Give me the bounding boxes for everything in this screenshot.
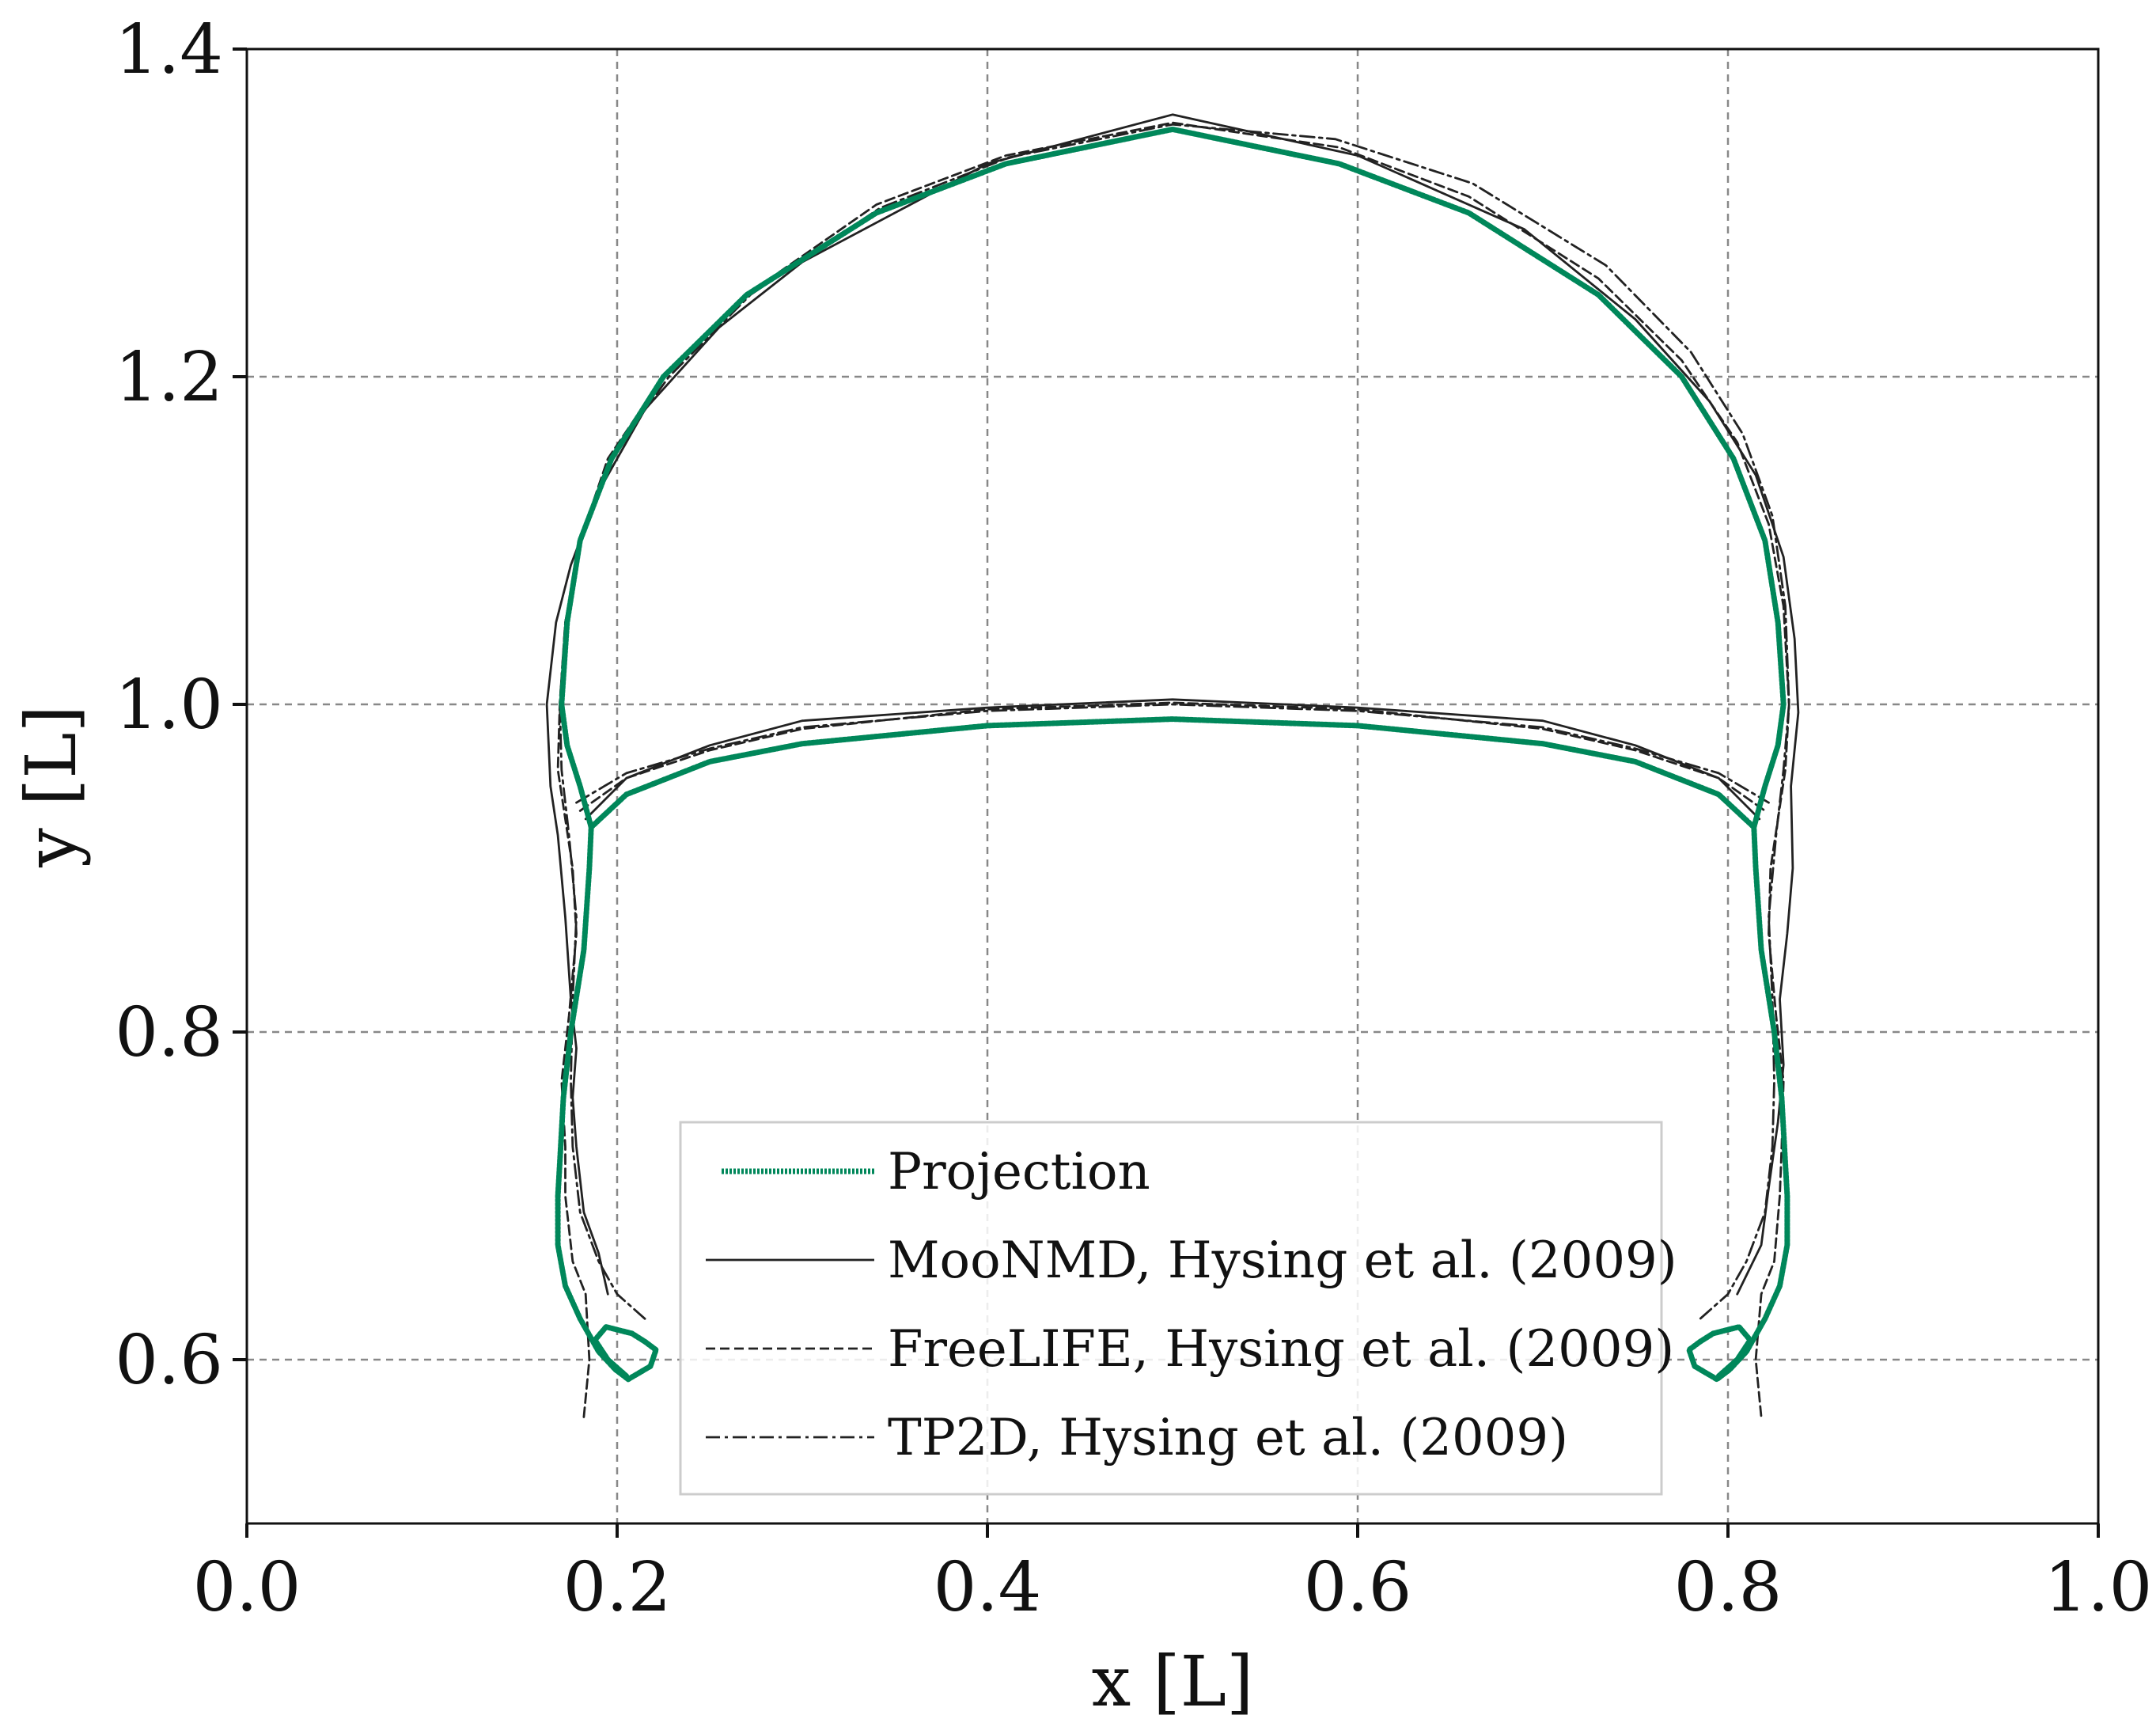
y-tick-label: 0.8	[115, 993, 223, 1072]
x-tick-label: 0.6	[1304, 1548, 1412, 1627]
x-axis-label: x [L]	[1092, 1641, 1254, 1722]
series-inner-projection	[588, 716, 1757, 830]
legend: Projection MooNMD, Hysing et al. (2009) Fr…	[679, 1121, 1677, 1496]
legend-label: Projection	[888, 1143, 1150, 1201]
series-outline-freelife	[556, 121, 1790, 1418]
y-axis-label: y [L]	[10, 705, 92, 868]
y-tick-label: 0.6	[115, 1321, 223, 1400]
legend-label: FreeLIFE, Hysing et al. (2009)	[888, 1320, 1674, 1379]
x-tick-label: 0.0	[193, 1548, 301, 1627]
series-inner-tp2d	[575, 703, 1770, 804]
x-tick-label: 1.0	[2044, 1548, 2153, 1627]
y-tick-label: 1.0	[115, 666, 223, 745]
x-tick-label: 0.4	[934, 1548, 1042, 1627]
legend-box	[679, 1121, 1663, 1496]
x-tick-label: 0.8	[1674, 1548, 1783, 1627]
legend-label: TP2D, Hysing et al. (2009)	[888, 1409, 1568, 1467]
legend-label: MooNMD, Hysing et al. (2009)	[888, 1231, 1677, 1290]
y-tick-label: 1.2	[115, 338, 223, 417]
series-outline-projection	[555, 126, 1790, 1383]
plot-frame	[245, 47, 2100, 1525]
y-tick-label: 1.4	[115, 10, 223, 89]
x-tick-label: 0.2	[563, 1548, 672, 1627]
series-inner-freelife	[578, 701, 1767, 812]
ticks: 0.0 0.2 0.4 0.6 0.8 1.0 0.6 0.8 1.0 1.2 1.4	[115, 10, 2152, 1627]
series-group	[545, 113, 1800, 1418]
series-outline-tp2d	[559, 123, 1790, 1320]
